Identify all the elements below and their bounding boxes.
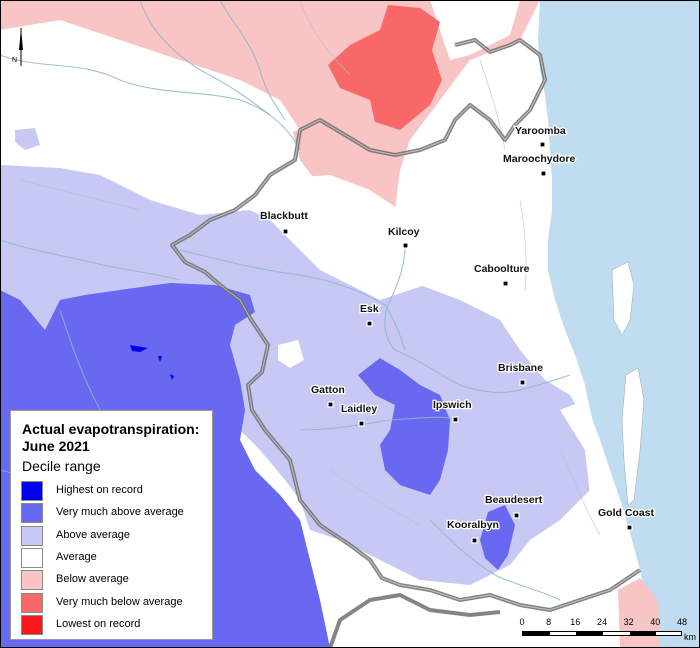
legend-label: Lowest on record (56, 618, 141, 630)
town-gatton[interactable]: Gatton (310, 383, 346, 408)
town-label-gold-coast: Gold Coast (598, 507, 655, 519)
legend-swatch (21, 526, 43, 546)
legend-subtitle: Decile range (22, 458, 101, 474)
town-label-esk: Esk (360, 303, 379, 315)
town-label-ipswich: Ipswich (433, 399, 472, 411)
legend-label: Below average (56, 573, 129, 585)
scale-bar-graphic (522, 631, 682, 636)
town-kooralbyn[interactable]: Kooralbyn (446, 518, 500, 544)
town-caboolture[interactable]: Caboolture (473, 262, 531, 287)
town-label-laidley: Laidley (341, 403, 377, 415)
town-label-kilcoy: Kilcoy (388, 226, 420, 238)
legend-label: Very much above average (56, 506, 184, 518)
town-label-brisbane: Brisbane (498, 362, 543, 374)
north-arrow-icon (19, 28, 23, 66)
legend-swatch (21, 570, 43, 590)
town-label-caboolture: Caboolture (474, 263, 530, 275)
island-south (621, 367, 645, 506)
scale-tick: 0 (519, 617, 525, 627)
town-marker (471, 537, 478, 544)
town-brisbane[interactable]: Brisbane (497, 361, 544, 386)
legend-item-above: Above average (21, 526, 211, 546)
town-label-maroochydore: Maroochydore (503, 153, 576, 165)
legend-swatch (21, 593, 43, 613)
town-label-beaudesert: Beaudesert (485, 494, 543, 506)
region-highest-on-record-c (170, 374, 174, 380)
legend-item-below: Below average (21, 570, 211, 590)
north-label: N (12, 57, 18, 64)
legend-item-very-much-below: Very much below average (21, 593, 211, 613)
scale-tick: 32 (623, 617, 634, 627)
scale-tick: 24 (596, 617, 608, 627)
region-above-average-northwest-blob (15, 128, 40, 150)
region-highest-on-record-b (158, 356, 162, 362)
scale-bar: 0 8 16 24 32 40 48 km (516, 617, 700, 647)
town-label-blackbutt: Blackbutt (260, 210, 308, 222)
legend-item-highest: Highest on record (21, 481, 211, 501)
map-legend: Actual evapotranspiration: June 2021 Dec… (10, 410, 213, 640)
town-label-gatton: Gatton (311, 384, 345, 396)
legend-label: Average (56, 551, 97, 563)
legend-item-average: Average (21, 548, 211, 568)
town-yaroomba[interactable]: Yaroomba (514, 124, 567, 148)
region-average-catchment-north (260, 120, 548, 310)
legend-swatch (21, 615, 43, 635)
region-very-much-above-average-westedge (0, 300, 40, 360)
legend-item-very-much-above: Very much above average (21, 503, 211, 523)
town-esk[interactable]: Esk (359, 302, 380, 327)
town-marker (366, 320, 373, 327)
legend-item-lowest: Lowest on record (21, 615, 211, 635)
scale-unit: km (684, 632, 696, 642)
region-average-northeast (430, 0, 520, 60)
town-label-kooralbyn: Kooralbyn (447, 519, 499, 531)
region-above-average-north-band (5, 170, 170, 240)
town-ipswich[interactable]: Ipswich (432, 398, 473, 423)
region-highest-on-record-a (130, 345, 148, 352)
town-beaudesert[interactable]: Beaudesert (484, 493, 544, 519)
legend-swatch (21, 548, 43, 568)
scale-tick: 48 (676, 617, 688, 627)
region-average-southeast (520, 400, 640, 600)
town-marker (402, 242, 409, 249)
scale-tick: 16 (570, 617, 581, 627)
catchment-boundary-highlight (171, 39, 641, 611)
town-marker (282, 228, 289, 235)
town-laidley[interactable]: Laidley (340, 402, 379, 427)
town-marker (327, 401, 334, 408)
town-blackbutt[interactable]: Blackbutt (259, 209, 310, 235)
catchment-boundary-south (328, 593, 501, 648)
town-label-yaroomba: Yaroomba (515, 125, 566, 137)
region-below-average-south (618, 578, 660, 648)
town-marker (540, 170, 547, 177)
town-marker (513, 512, 520, 519)
legend-title: Actual evapotranspiration: June 2021 (22, 421, 200, 454)
legend-swatch (21, 481, 43, 501)
town-gold-coast[interactable]: Gold Coast (597, 506, 656, 531)
legend-swatch (21, 503, 43, 523)
town-marker (452, 416, 459, 423)
legend-label: Very much below average (56, 596, 183, 608)
region-very-much-above-average-kooralbyn (480, 505, 515, 570)
town-kilcoy[interactable]: Kilcoy (387, 225, 421, 249)
region-very-much-above-average-ipswich (358, 358, 450, 495)
scale-tick: 40 (650, 617, 661, 627)
island-north (611, 261, 635, 336)
scale-tick: 8 (546, 617, 552, 627)
town-marker (539, 141, 546, 148)
region-average-northwest (0, 20, 300, 150)
region-above-average-west (0, 165, 595, 585)
town-marker (358, 420, 365, 427)
town-marker (502, 280, 509, 287)
region-very-much-below-average (328, 5, 442, 130)
legend-label: Above average (56, 529, 130, 541)
region-average-south-strip (330, 560, 620, 648)
town-maroochydore[interactable]: Maroochydore (502, 152, 577, 177)
legend-label: Highest on record (56, 484, 143, 496)
town-marker (519, 379, 526, 386)
region-average-gatton-pocket (278, 340, 304, 368)
town-marker (626, 524, 633, 531)
